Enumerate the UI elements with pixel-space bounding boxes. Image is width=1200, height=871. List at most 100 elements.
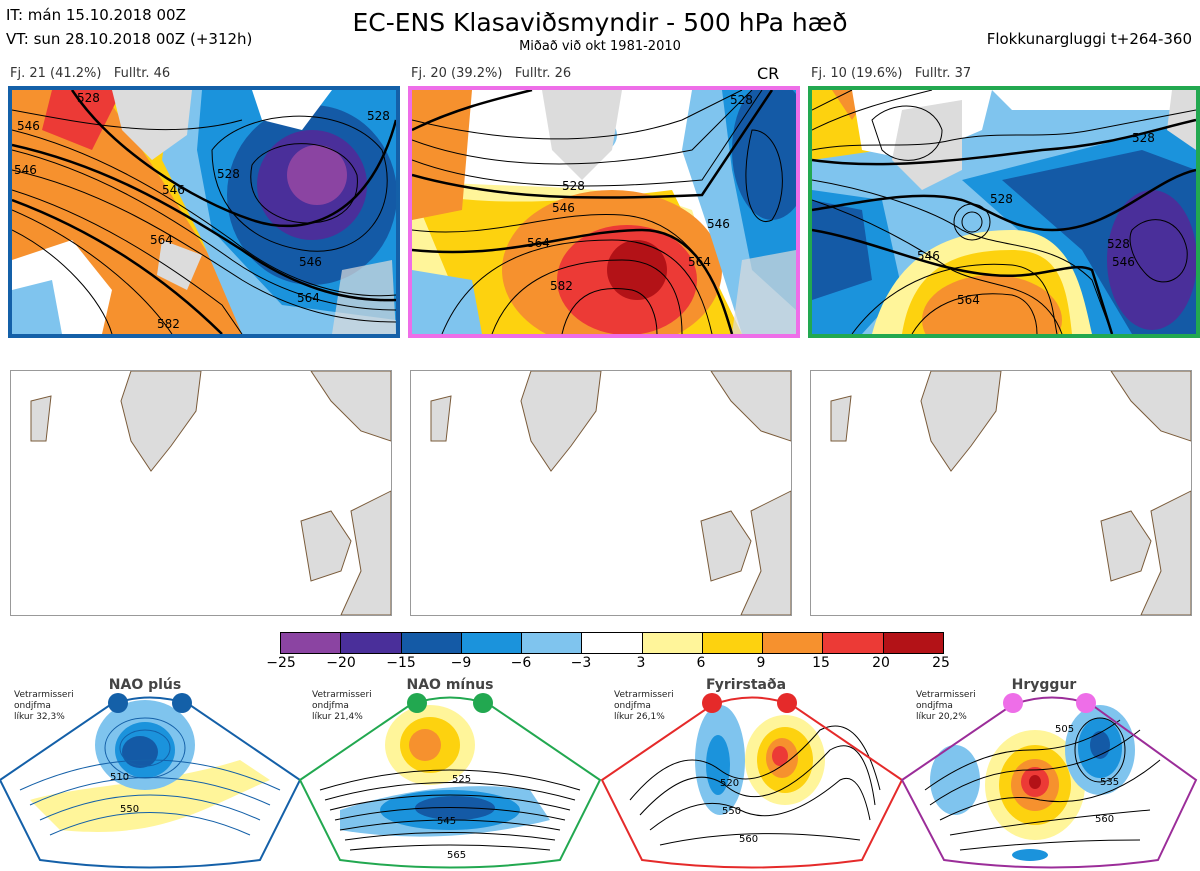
- window-label: Flokkunargluggi t+264-360: [986, 30, 1192, 48]
- colorbar-tick: 3: [636, 655, 646, 671]
- vt-line: VT: sun 28.10.2018 00Z (+312h): [6, 30, 253, 48]
- cr-tag: CR: [757, 64, 780, 83]
- regime-contour-label: 550: [722, 806, 741, 817]
- colorbar-swatch: [461, 633, 523, 653]
- regime-note-line: líkur 21,4%: [312, 712, 363, 722]
- regime-contour-label: 545: [437, 816, 456, 827]
- contour-label: 528: [1132, 131, 1155, 145]
- regime-note-line: líkur 26,1%: [614, 712, 665, 722]
- regime-note: Vetrarmisseri ondjfma líkur 21,4%: [312, 690, 392, 723]
- contour-label: 546: [14, 163, 37, 177]
- colorbar-swatch: [341, 633, 402, 653]
- regime-note-line: Vetrarmisseri: [916, 690, 976, 700]
- panel-2-label: Fj. 20 (39.2%) Fulltr. 26: [411, 66, 572, 81]
- colorbar-tick: 25: [932, 655, 950, 671]
- panel-1-label: Fj. 21 (41.2%) Fulltr. 46: [10, 66, 171, 81]
- regime-marker-dot: [473, 693, 493, 713]
- contour-label: 546: [1112, 255, 1135, 269]
- regime-note: Vetrarmisseri ondjfma líkur 26,1%: [614, 690, 694, 723]
- regime-contour-label: 520: [720, 778, 739, 789]
- colorbar: [280, 632, 944, 654]
- colorbar-swatch: [702, 633, 764, 653]
- contour-label: 564: [527, 236, 550, 250]
- contour-label: 528: [730, 93, 753, 107]
- regime-map-nao-minus: 525 545 565: [298, 693, 602, 869]
- regime-marker-dot: [702, 693, 722, 713]
- regime-title: NAO plús: [108, 677, 182, 693]
- colorbar-swatch: [642, 633, 703, 653]
- contour-label: 546: [707, 217, 730, 231]
- regime-maps: 510 550 525 545 565: [0, 693, 1198, 869]
- contour-label: 564: [688, 255, 711, 269]
- colorbar-tick: 15: [812, 655, 830, 671]
- it-line: IT: mán 15.10.2018 00Z: [6, 6, 186, 24]
- contour-label: 582: [157, 317, 180, 331]
- colorbar-swatch: [401, 633, 462, 653]
- colorbar-swatch: [582, 633, 643, 653]
- colorbar-tick: 20: [872, 655, 890, 671]
- panel-3-label: Fj. 10 (19.6%) Fulltr. 37: [811, 66, 972, 81]
- colorbar-tick: −6: [510, 655, 532, 671]
- regime-note-line: Vetrarmisseri: [14, 690, 74, 700]
- regime-contour-label: 505: [1055, 724, 1074, 735]
- regime-note-line: líkur 32,3%: [14, 712, 65, 722]
- regime-marker-dot: [407, 693, 427, 713]
- colorbar-swatch: [522, 633, 583, 653]
- contour-label: 546: [299, 255, 322, 269]
- colorbar-swatch: [883, 633, 943, 653]
- regime-contour-label: 525: [452, 774, 471, 785]
- colorbar-swatch: [281, 633, 342, 653]
- regime-note-line: ondjfma: [14, 701, 51, 711]
- regime-map-nao-plus: 510 550: [0, 693, 302, 869]
- regime-title: Fyrirstaða: [705, 677, 787, 693]
- regime-note-line: ondjfma: [312, 701, 349, 711]
- regime-contour-label: 565: [447, 850, 466, 861]
- header-left: IT: mán 15.10.2018 00Z VT: sun 28.10.201…: [6, 3, 252, 51]
- regime-marker-dot: [1003, 693, 1023, 713]
- contour-label: 528: [217, 167, 240, 181]
- regime-note-line: líkur 20,2%: [916, 712, 967, 722]
- colorbar-tick: 9: [756, 655, 766, 671]
- colorbar-swatch: [763, 633, 824, 653]
- regime-note: Vetrarmisseri ondjfma líkur 32,3%: [14, 690, 94, 723]
- colorbar-tick: −15: [386, 655, 416, 671]
- cluster-map-2: 528 546 564 582 546 564 528: [408, 86, 800, 338]
- land-map-2: [410, 370, 792, 616]
- contour-label: 564: [150, 233, 173, 247]
- regime-contour-label: 560: [739, 834, 758, 845]
- colorbar-tick: −9: [450, 655, 472, 671]
- land-map-1: [10, 370, 392, 616]
- contour-label: 528: [990, 192, 1013, 206]
- contour-label: 546: [162, 183, 185, 197]
- contour-label: 564: [957, 293, 980, 307]
- regime-contour-label: 550: [120, 804, 139, 815]
- contour-label: 546: [552, 201, 575, 215]
- regime-map-fyrirstada: 520 550 560: [600, 693, 904, 869]
- contour-label: 528: [367, 109, 390, 123]
- regime-note-line: Vetrarmisseri: [614, 690, 674, 700]
- regime-title: Hryggur: [1011, 677, 1077, 693]
- contour-label: 564: [297, 291, 320, 305]
- cluster-map-3: 528 528 546 564 528 546: [808, 86, 1200, 338]
- regime-contour-label: 535: [1100, 777, 1119, 788]
- colorbar-tick: −20: [326, 655, 356, 671]
- page-subtitle: Miðað við okt 1981-2010: [519, 39, 681, 54]
- colorbar-tick: −25: [266, 655, 296, 671]
- contour-label: 528: [562, 179, 585, 193]
- regime-map-hryggur: 505 535 560: [900, 693, 1198, 869]
- cluster-map-1: 546 528 546 564 546 564 528 546 582 528: [8, 86, 400, 338]
- regime-contour-label: 510: [110, 772, 129, 783]
- contour-label: 582: [550, 279, 573, 293]
- regime-note-line: ondjfma: [614, 701, 651, 711]
- regime-marker-dot: [777, 693, 797, 713]
- regime-note-line: ondjfma: [916, 701, 953, 711]
- colorbar-tick: 6: [696, 655, 706, 671]
- contour-label: 528: [1107, 237, 1130, 251]
- regime-note-line: Vetrarmisseri: [312, 690, 372, 700]
- regime-marker-dot: [172, 693, 192, 713]
- colorbar-swatch: [823, 633, 884, 653]
- regime-note: Vetrarmisseri ondjfma líkur 20,2%: [916, 690, 996, 723]
- regime-marker-dot: [108, 693, 128, 713]
- colorbar-tick: −3: [570, 655, 592, 671]
- page-title: EC-ENS Klasaviðsmyndir - 500 hPa hæð: [352, 8, 848, 37]
